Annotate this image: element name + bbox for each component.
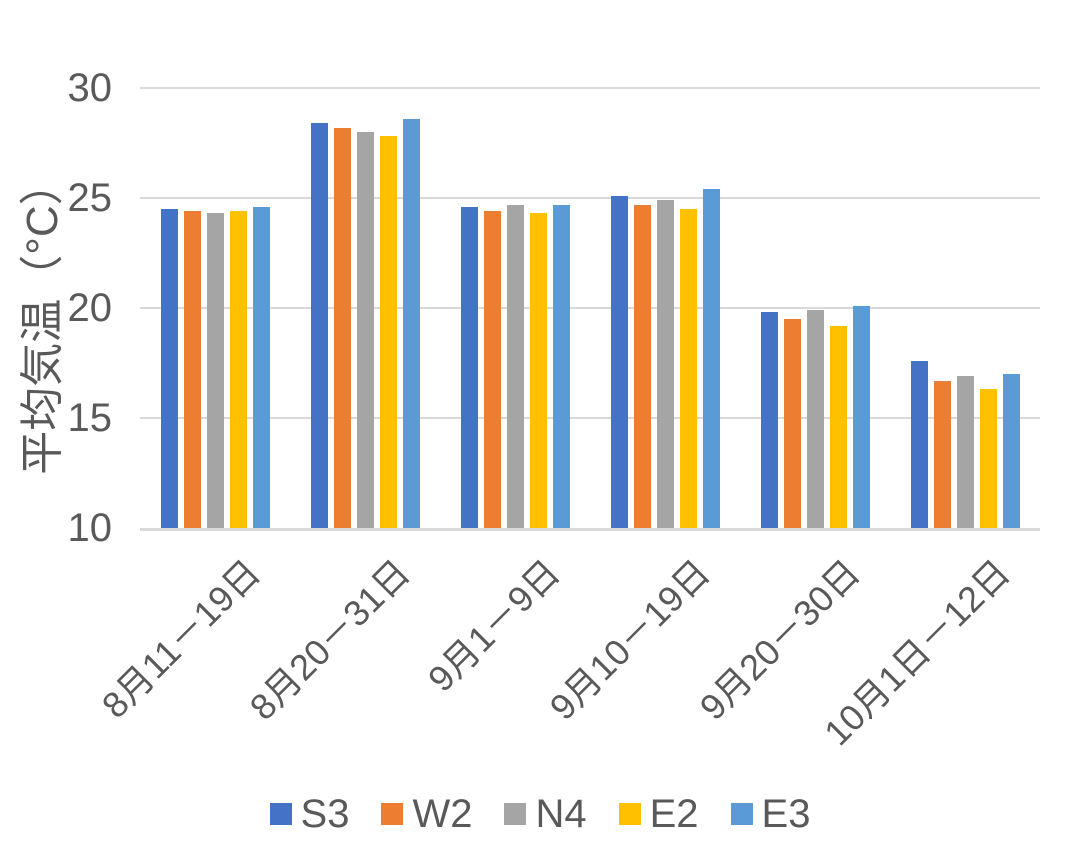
x-axis-label-cat2: 8月20－31日 bbox=[241, 551, 418, 728]
bar-W2-cat6 bbox=[934, 381, 951, 528]
bar-S3-cat2 bbox=[311, 123, 328, 528]
gridline-y-30 bbox=[140, 87, 1040, 89]
y-tick-label-25: 25 bbox=[67, 176, 113, 220]
bar-E3-cat5 bbox=[853, 306, 870, 528]
y-tick-label-20: 20 bbox=[67, 286, 113, 330]
x-axis-label-cat3: 9月1－9日 bbox=[419, 551, 568, 700]
legend-item-E2: E2 bbox=[618, 792, 699, 836]
bar-N4-cat3 bbox=[507, 205, 524, 528]
gridline-y-15 bbox=[140, 417, 1040, 419]
bar-W2-cat3 bbox=[484, 211, 501, 528]
legend-swatch-icon-S3 bbox=[269, 803, 292, 825]
legend-swatch-icon-E2 bbox=[618, 803, 641, 825]
bar-N4-cat4 bbox=[657, 200, 674, 528]
legend-label-E2: E2 bbox=[649, 792, 699, 836]
x-axis-line bbox=[140, 528, 1040, 531]
bar-W2-cat1 bbox=[184, 211, 201, 528]
x-axis-label-cat4: 9月10－19日 bbox=[541, 551, 718, 728]
legend-label-E3: E3 bbox=[761, 792, 811, 836]
bar-N4-cat2 bbox=[357, 132, 374, 528]
bar-W2-cat4 bbox=[634, 205, 651, 528]
bar-E2-cat4 bbox=[680, 209, 697, 528]
bar-E2-cat3 bbox=[530, 213, 547, 528]
bar-E2-cat6 bbox=[980, 389, 997, 528]
x-axis-label-cat1: 8月11－19日 bbox=[93, 551, 268, 726]
legend-swatch-icon-W2 bbox=[381, 803, 404, 825]
bar-E3-cat6 bbox=[1003, 374, 1020, 528]
gridline-y-25 bbox=[140, 197, 1040, 199]
legend-label-W2: W2 bbox=[412, 792, 473, 836]
legend-label-S3: S3 bbox=[300, 792, 350, 836]
y-tick-label-30: 30 bbox=[67, 66, 113, 110]
bar-S3-cat5 bbox=[761, 312, 778, 528]
bar-E3-cat2 bbox=[403, 119, 420, 528]
bar-S3-cat6 bbox=[911, 361, 928, 528]
y-tick-label-10: 10 bbox=[67, 506, 113, 550]
bar-E2-cat5 bbox=[830, 326, 847, 528]
bar-N4-cat5 bbox=[807, 310, 824, 528]
legend-swatch-icon-E3 bbox=[730, 803, 753, 825]
legend-item-W2: W2 bbox=[381, 794, 472, 834]
bar-E3-cat3 bbox=[553, 205, 570, 528]
y-axis-title: 平均気温（°C） bbox=[18, 161, 67, 475]
bar-S3-cat3 bbox=[461, 207, 478, 528]
legend-swatch-icon-N4 bbox=[504, 803, 527, 825]
bar-N4-cat6 bbox=[957, 376, 974, 528]
bar-E3-cat4 bbox=[703, 189, 720, 528]
bar-W2-cat2 bbox=[334, 128, 351, 528]
legend-item-E3: E3 bbox=[730, 792, 811, 836]
bar-E2-cat2 bbox=[380, 136, 397, 528]
legend-item-S3: S3 bbox=[269, 792, 350, 836]
bar-N4-cat1 bbox=[207, 213, 224, 528]
legend: S3 W2 N4 E2 E3 bbox=[0, 786, 1080, 842]
y-tick-label-15: 15 bbox=[67, 396, 113, 440]
bar-E2-cat1 bbox=[230, 211, 247, 528]
bar-S3-cat4 bbox=[611, 196, 628, 528]
legend-label-N4: N4 bbox=[535, 792, 587, 836]
bar-S3-cat1 bbox=[161, 209, 178, 528]
bar-W2-cat5 bbox=[784, 319, 801, 528]
legend-item-N4: N4 bbox=[504, 792, 587, 836]
bar-E3-cat1 bbox=[253, 207, 270, 528]
gridline-y-20 bbox=[140, 307, 1040, 309]
